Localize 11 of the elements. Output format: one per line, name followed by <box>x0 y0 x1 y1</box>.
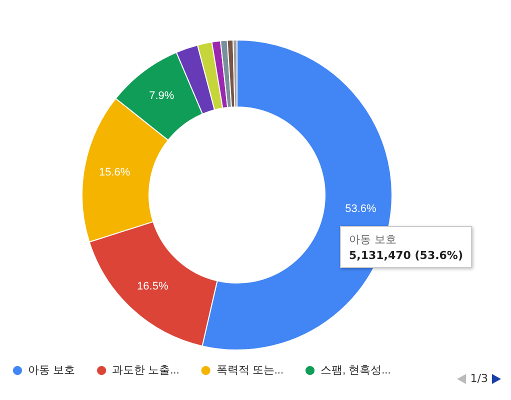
legend-label: 폭력적 또는... <box>216 364 284 376</box>
data-label: 53.6% <box>345 203 377 216</box>
text: 아동 보호 <box>349 232 398 247</box>
legend-label: 과도한 노출... <box>112 364 180 376</box>
text: 5,131,470 (53.6%) <box>349 249 463 262</box>
legend-label: 스팸, 현혹성... <box>320 364 391 376</box>
data-label: 15.6% <box>98 166 130 178</box>
data-label: 16.5% <box>137 280 168 293</box>
text: 1/3 <box>470 372 488 385</box>
legend-label: 아동 보호 <box>28 364 76 376</box>
data-label: 7.9% <box>149 90 174 102</box>
